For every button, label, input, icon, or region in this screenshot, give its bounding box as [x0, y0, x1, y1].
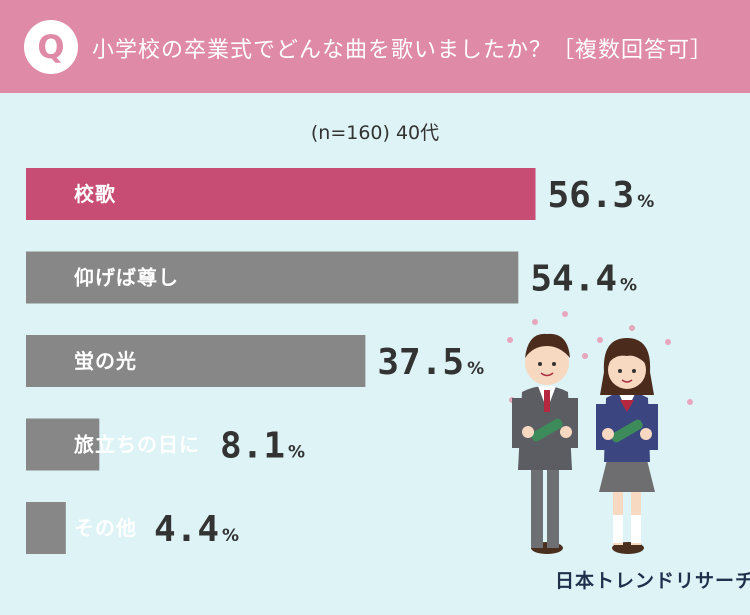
percent-unit-3: %: [288, 443, 305, 463]
question-badge: Q: [24, 20, 78, 74]
percent-unit-4: %: [222, 526, 239, 546]
value-label-2: 37.5: [377, 342, 464, 383]
students-illustration-icon: [507, 311, 693, 554]
percent-unit-2: %: [467, 359, 484, 379]
bar-0: [26, 168, 536, 220]
bar-label-4: その他: [74, 516, 137, 540]
percent-unit-1: %: [620, 276, 637, 296]
value-label-3: 8.1: [220, 426, 285, 467]
percent-unit-0: %: [637, 192, 654, 212]
bar-label-2: 蛍の光: [74, 349, 137, 373]
brand-logo: 日本トレンドリサーチ: [555, 570, 750, 592]
question-header: Q 小学校の卒業式でどんな曲を歌いましたか？［複数回答可］: [0, 0, 750, 93]
bar-3: [26, 418, 100, 471]
value-label-0: 56.3: [548, 175, 635, 216]
bar-label-3: 旅立ちの日に: [74, 433, 200, 457]
value-label-4: 4.4: [154, 509, 219, 550]
question-text: 小学校の卒業式でどんな曲を歌いましたか？［複数回答可］: [92, 38, 714, 63]
bar-label-0: 校歌: [74, 182, 116, 206]
value-label-1: 54.4: [530, 259, 617, 300]
bar-2: [26, 335, 366, 387]
bar-4: [26, 502, 66, 554]
bar-1: [26, 251, 519, 304]
sample-size-label: (n=160) 40代: [310, 122, 440, 144]
bar-label-1: 仰げば尊し: [74, 266, 179, 290]
